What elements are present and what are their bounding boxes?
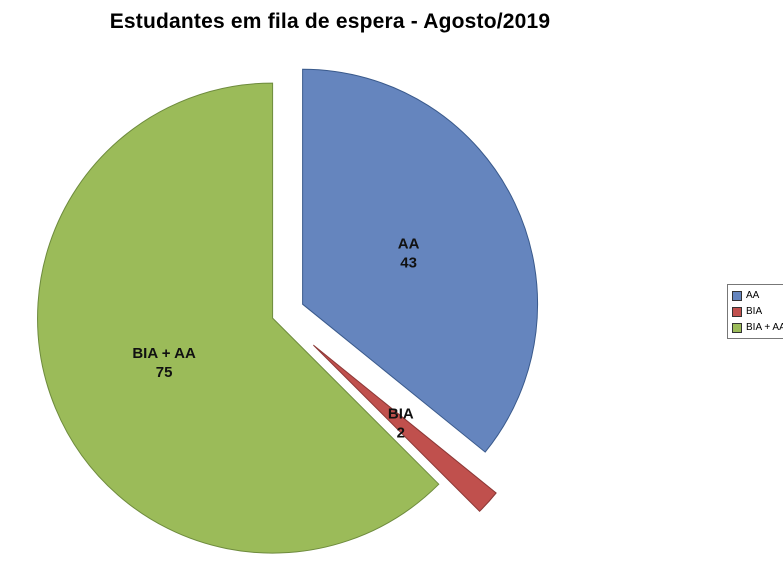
legend-item[interactable]: BIA (732, 306, 783, 317)
legend-label: BIA + AA (746, 322, 783, 333)
legend-label: AA (746, 290, 760, 301)
slice-label: AA 43 (398, 236, 420, 272)
legend-swatch (732, 306, 742, 317)
pie-slice-aa[interactable] (302, 68, 539, 453)
slice-label: BIA 2 (388, 406, 414, 442)
pie-slice-bia-aa[interactable] (37, 82, 440, 554)
pie-slice-bia[interactable] (313, 344, 497, 513)
legend-item[interactable]: AA (732, 290, 783, 301)
chart-title: Estudantes em fila de espera - Agosto/20… (109, 10, 551, 33)
legend-swatch (732, 290, 742, 301)
legend: AA BIA BIA + AA (727, 284, 783, 339)
legend-label: BIA (746, 306, 763, 317)
slice-label: BIA + AA 75 (132, 345, 196, 381)
legend-item[interactable]: BIA + AA (732, 322, 783, 333)
legend-swatch (732, 322, 742, 333)
